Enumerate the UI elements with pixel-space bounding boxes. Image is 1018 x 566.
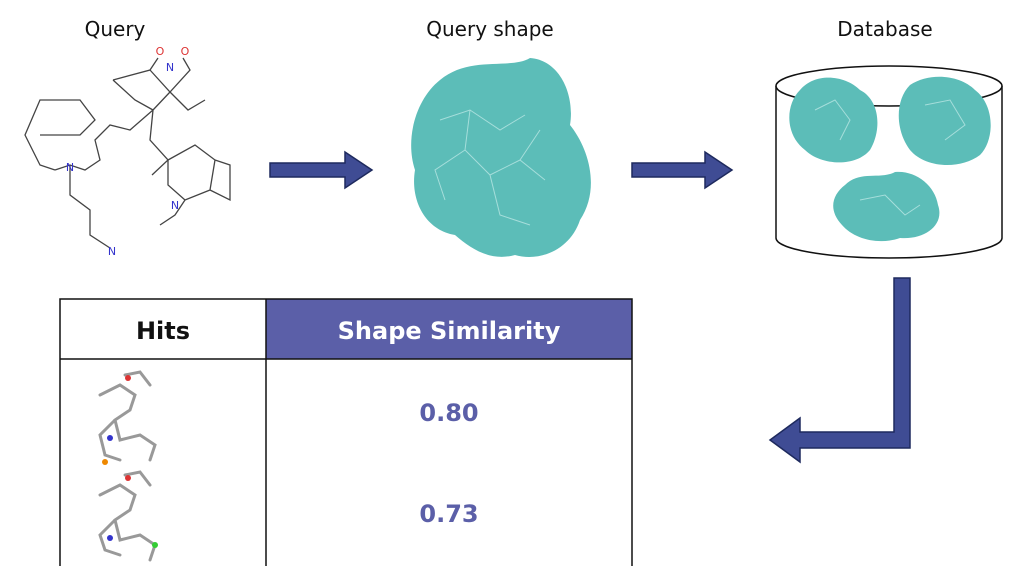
- query-shape: [411, 58, 591, 257]
- table-header: Hits: [136, 317, 190, 345]
- atom-label: O: [156, 45, 165, 58]
- atom-label: N: [171, 199, 179, 212]
- database: [776, 66, 1002, 258]
- step-label: Query: [85, 17, 146, 41]
- diagram: Query Query shape Database O N O N N N: [0, 0, 1018, 566]
- hit-atoms: [102, 375, 158, 548]
- atom-label: N: [66, 161, 74, 174]
- elbow-arrow: [770, 278, 910, 462]
- step-label: Database: [837, 17, 932, 41]
- similarity-value: 0.80: [419, 399, 478, 427]
- step-label: Query shape: [426, 17, 554, 41]
- hits-table: Hits Shape Similarity 0.80 0.73: [60, 299, 632, 566]
- arrow: [632, 152, 732, 188]
- atom-label: O: [181, 45, 190, 58]
- arrow: [270, 152, 372, 188]
- atom-label: N: [166, 61, 174, 74]
- atom-label: N: [108, 245, 116, 258]
- query-molecule: O N O N N N: [25, 45, 230, 258]
- similarity-value: 0.73: [419, 500, 478, 528]
- table-header: Shape Similarity: [338, 317, 561, 345]
- hit-molecule: [100, 372, 155, 560]
